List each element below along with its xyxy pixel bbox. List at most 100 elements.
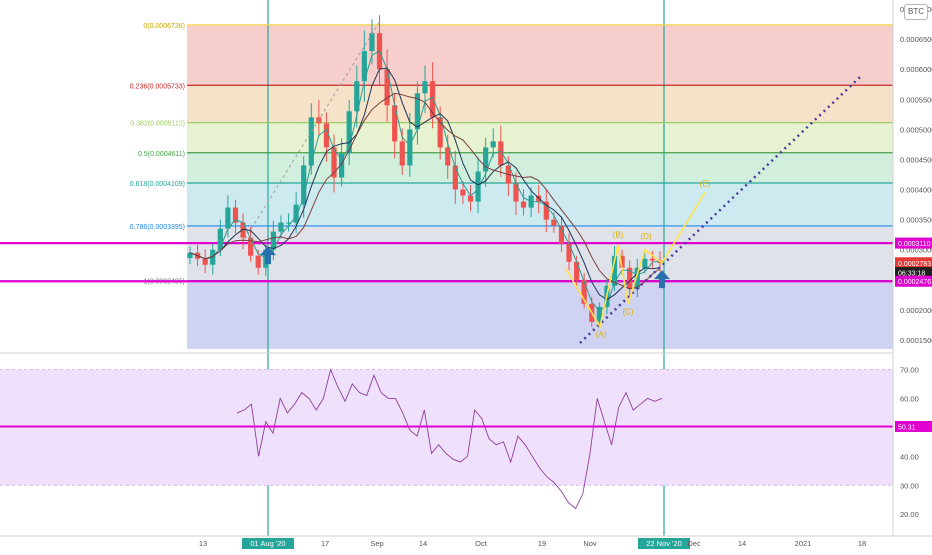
elliott-wave-path — [565, 192, 706, 329]
candle-body-57 — [619, 255, 625, 268]
candle-body-47 — [543, 201, 549, 220]
fib-zones — [187, 24, 893, 349]
candle-body-60 — [642, 258, 648, 268]
candle-body-40 — [490, 141, 496, 148]
candle-body-18 — [323, 123, 330, 148]
candle-body-34 — [445, 147, 451, 166]
candle-body-5 — [225, 207, 231, 229]
candle-body-28 — [399, 141, 405, 166]
time-axis-tick-2: 17 — [321, 539, 329, 548]
price-tag-label-3: 0.0002476 — [898, 279, 931, 286]
candle-body-20 — [339, 153, 345, 178]
candle-body-21 — [346, 111, 352, 154]
candle-body-50 — [566, 243, 572, 262]
fib-zone-5 — [187, 225, 893, 281]
rsi-pane — [0, 352, 893, 510]
candle-body-39 — [483, 147, 489, 172]
fib-zone-2 — [187, 122, 893, 153]
price-tag-bg-0 — [895, 237, 932, 249]
price-tag-label-4: 50.31 — [898, 424, 916, 431]
candle-body-0 — [187, 252, 193, 259]
candle-body-15 — [301, 165, 307, 205]
wave-label-3: (D) — [640, 232, 651, 241]
up-arrow-icon-1 — [654, 270, 670, 289]
candle-body-29 — [407, 129, 413, 166]
candle-body-56 — [611, 255, 618, 286]
candle-body-54 — [596, 306, 602, 322]
trend-line-dotted — [579, 74, 863, 344]
moving-average-8 — [189, 92, 661, 290]
fib-zone-4 — [187, 182, 893, 226]
fib-label-0.5: 0.5(0.0004611) — [138, 151, 185, 158]
candle-body-6 — [232, 207, 239, 223]
time-axis-tick-6: 19 — [538, 539, 546, 548]
price-axis-tick-11: 0.0001500 — [900, 336, 932, 345]
candle-body-48 — [551, 219, 557, 226]
price-tags: 0.0003110 0.0002783 06:33:180.0002476 50.31 — [895, 237, 932, 432]
candle-body-7 — [240, 222, 246, 238]
time-axis-tick-12: 2021 — [795, 539, 812, 548]
candle-body-27 — [392, 105, 398, 142]
time-axis-tick-1: 01 Aug '20 — [250, 539, 285, 548]
candle-body-31 — [422, 81, 428, 94]
price-tag-bg-3 — [895, 275, 932, 287]
fib-zone-3 — [187, 152, 893, 183]
price-tag-bg-2 — [895, 267, 932, 279]
price-axis-tick-5: 0.0004500 — [900, 155, 932, 164]
candle-body-59 — [634, 267, 640, 289]
candle-body-11 — [270, 231, 276, 250]
candle-body-8 — [248, 237, 254, 256]
time-axis-tick-5: Oct — [475, 539, 488, 548]
candle-body-13 — [285, 222, 292, 224]
currency-badge-label: BTC — [908, 7, 924, 16]
price-axis-tick-3: 0.0005500 — [900, 95, 932, 104]
time-axis-tick-7: Nov — [583, 539, 597, 548]
candle-body-43 — [513, 183, 519, 202]
drawings: (A) (B) (C) (D) (E) — [244, 20, 863, 344]
candle-body-33 — [437, 117, 443, 148]
candle-body-4 — [217, 228, 223, 250]
candle-body-24 — [369, 33, 375, 52]
fib-label-0.382: 0.382(0.0005112) — [130, 121, 185, 128]
rsi-axis-tick-4: 30.00 — [900, 481, 919, 490]
trend-line-dashed — [244, 20, 381, 240]
candle-body-37 — [467, 195, 474, 202]
time-axis-tick-10: Dec — [687, 539, 701, 548]
candle-body-14 — [293, 204, 299, 223]
rsi-axis-tick-0: 70.00 — [900, 365, 919, 374]
time-axis-tick-13: 18 — [858, 539, 866, 548]
candle-body-58 — [627, 267, 633, 289]
price-tag-label-0: 0.0003110 — [898, 241, 931, 248]
candle-body-61 — [649, 258, 656, 261]
candle-body-2 — [202, 258, 208, 265]
candle-body-19 — [331, 147, 337, 178]
up-arrow-icon-0 — [260, 246, 276, 265]
candle-body-38 — [475, 171, 481, 202]
candle-body-23 — [361, 51, 367, 82]
fib-zone-0 — [187, 24, 893, 86]
price-tag-bg-4 — [895, 420, 932, 432]
price-tag-label-2: 06:33:18 — [898, 271, 925, 278]
wave-label-4: (E) — [700, 180, 711, 189]
candle-body-32 — [429, 81, 436, 118]
wave-label-2: (C) — [622, 308, 633, 317]
fib-label-0.236: 0.236(0.0005733) — [130, 83, 185, 90]
candle-body-12 — [278, 222, 284, 232]
rsi-axis-tick-3: 40.00 — [900, 452, 919, 461]
price-tag-label-1: 0.0002783 — [898, 261, 931, 268]
time-axis-tick-11: 14 — [738, 539, 746, 548]
fib-zone-6 — [187, 280, 893, 349]
candle-body-22 — [354, 81, 360, 112]
time-axis-tick-3: Sep — [370, 539, 383, 548]
wave-label-1: (B) — [613, 231, 624, 240]
currency-badge[interactable]: BTC — [904, 4, 928, 20]
candle-body-49 — [558, 225, 565, 244]
date-highlight-tag-1 — [242, 538, 294, 549]
wave-label-0: (A) — [596, 330, 607, 339]
price-axis-tick-4: 0.0005000 — [900, 125, 932, 134]
candle-body-16 — [308, 117, 314, 166]
fib-levels: 0(0.0006736) 0.236(0.0005733) 0.382(0.0005… — [0, 23, 893, 286]
time-axis-tick-4: 14 — [419, 539, 427, 548]
